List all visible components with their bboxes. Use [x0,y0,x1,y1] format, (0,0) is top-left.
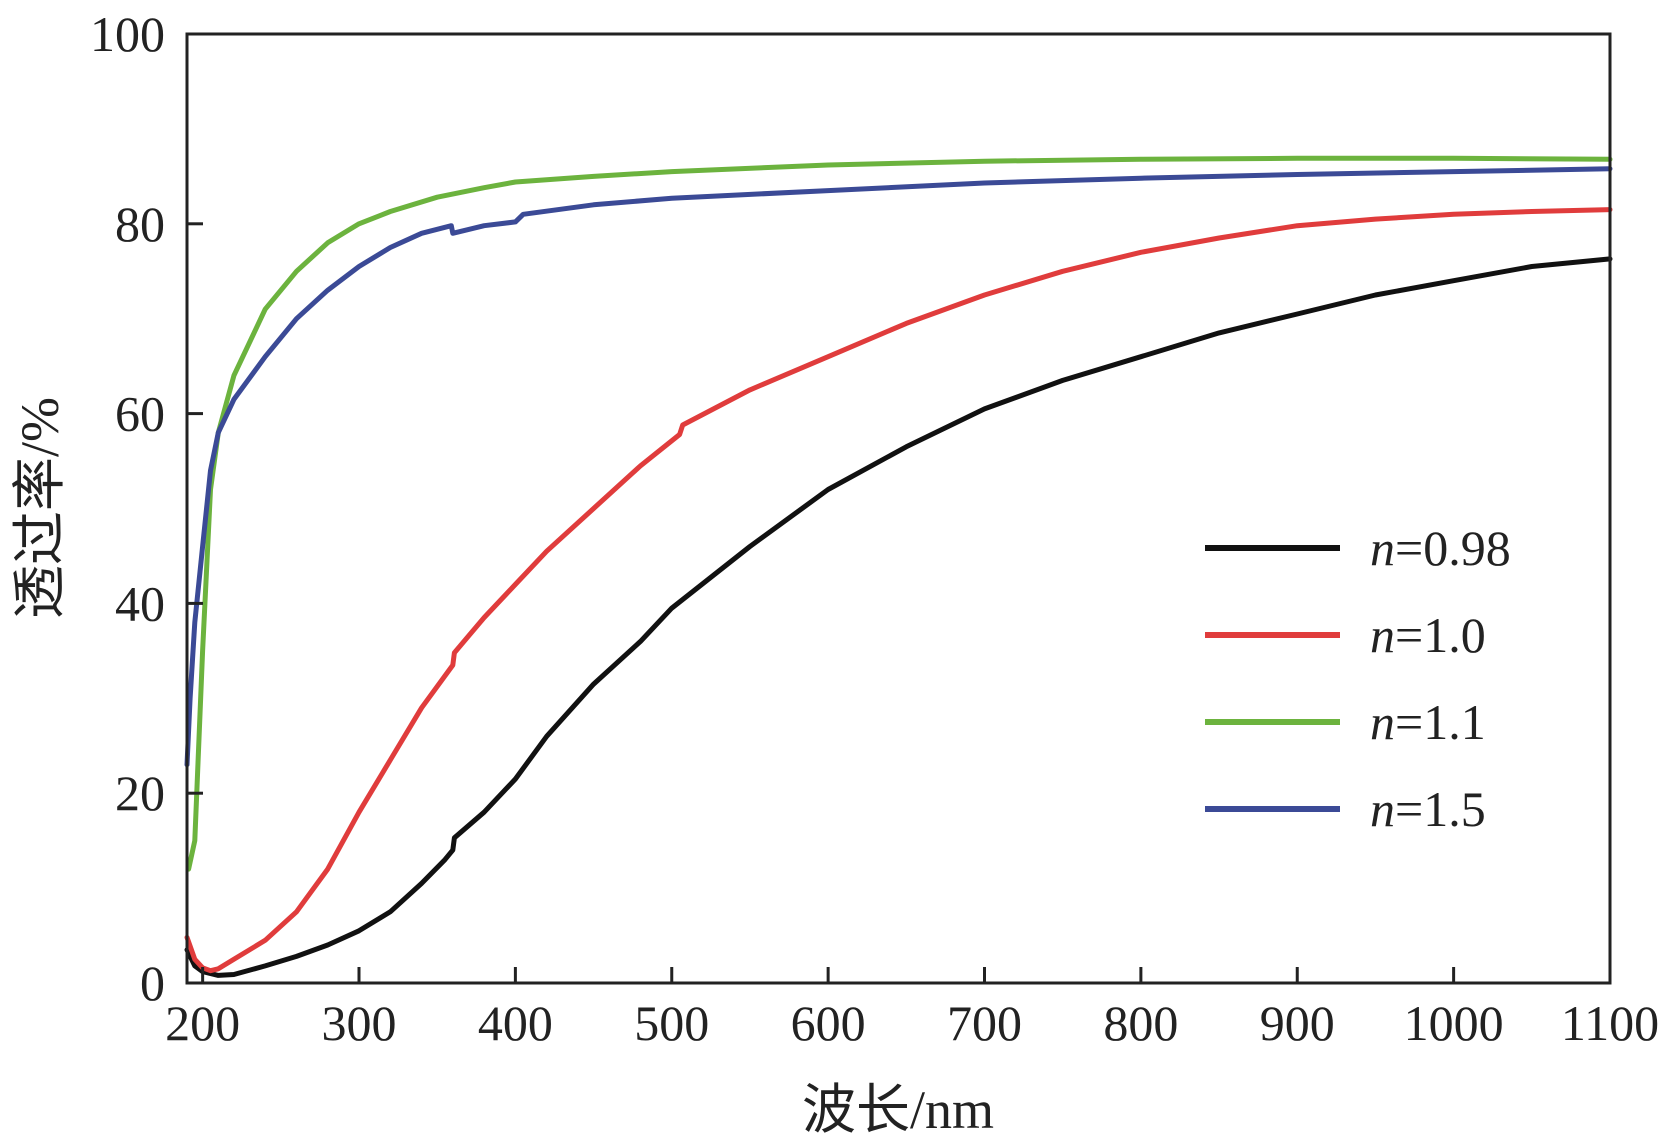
x-tick-label: 300 [322,995,397,1051]
x-tick-label: 600 [791,995,866,1051]
legend-label-2: n=1.0 [1370,607,1486,663]
series-line-4 [184,166,1613,768]
series-line-3 [186,155,1613,872]
y-tick-label: 0 [140,955,165,1011]
x-tick-label: 200 [165,995,240,1051]
y-axis-title: 透过率/% [10,397,70,619]
legend-label-3: n=1.1 [1370,694,1486,750]
series-layer [184,155,1613,978]
y-tick-label: 20 [115,765,165,821]
y-tick-label: 60 [115,386,165,442]
y-tick-label: 100 [90,6,165,62]
x-tick-label: 900 [1260,995,1335,1051]
x-tick-label: 800 [1103,995,1178,1051]
y-tick-label: 40 [115,575,165,631]
ticks-layer: 200 300 400 500 600 700 800 900 1000 1100 0 20 40 60 8… [90,6,1659,1051]
x-tick-label: 1100 [1561,995,1659,1051]
x-axis-title: 波长/nm [802,1080,994,1140]
x-tick-label: 1000 [1404,995,1504,1051]
legend-label-4: n=1.5 [1370,781,1486,837]
plot-frame [185,32,1612,985]
legend: n=0.98 n=1.0 n=1.1 n=1.5 [1205,520,1511,837]
series-line-2 [184,207,1613,974]
y-tick-label: 80 [115,196,165,252]
series-line-1 [184,256,1613,978]
x-tick-label: 700 [947,995,1022,1051]
legend-label-1: n=0.98 [1370,520,1511,576]
x-tick-label: 500 [634,995,709,1051]
x-tick-label: 400 [478,995,553,1051]
